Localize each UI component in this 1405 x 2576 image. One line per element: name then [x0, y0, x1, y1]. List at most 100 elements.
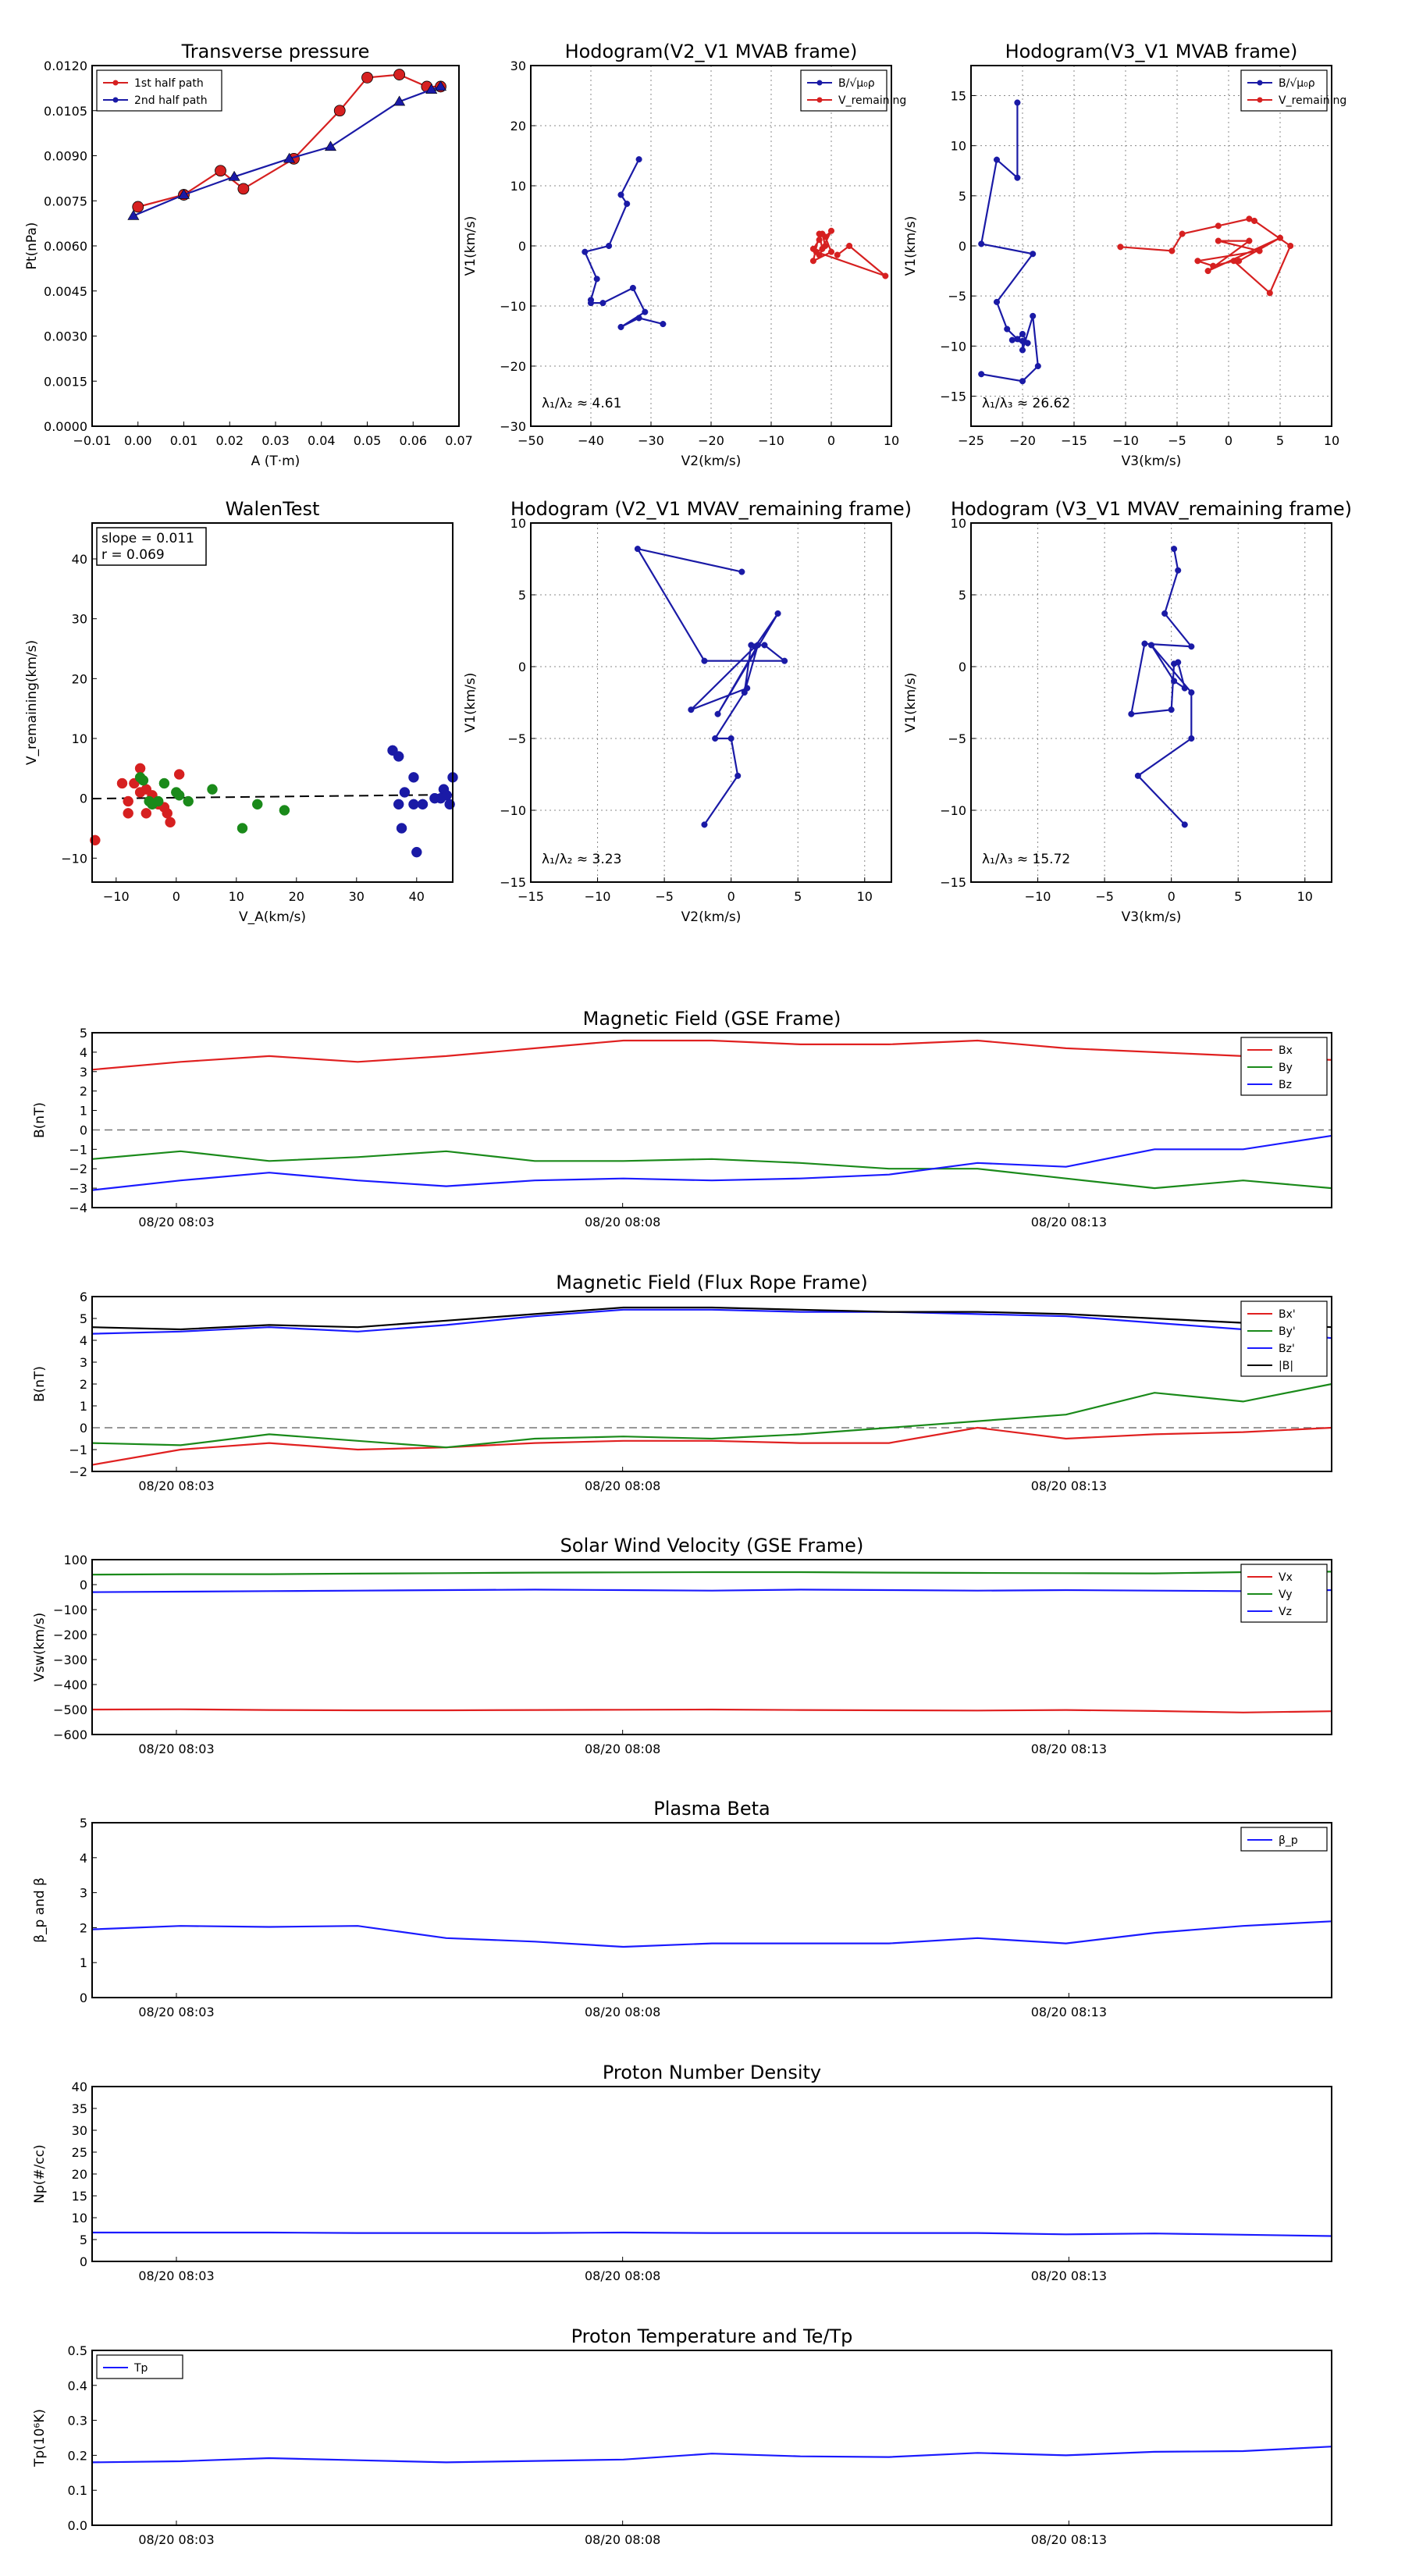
data-point — [408, 799, 419, 810]
x-tick-label: 08/20 08:08 — [585, 2268, 660, 2283]
data-point — [1019, 378, 1026, 385]
chart-title: Hodogram(V3_V1 MVAB frame) — [1005, 41, 1298, 62]
legend-label: 1st half path — [134, 77, 204, 90]
y-tick-label: 30 — [72, 612, 87, 627]
series-line-β_p — [91, 1920, 1332, 1948]
legend-label: B/√μ₀ρ — [838, 77, 875, 90]
x-tick-label: −40 — [578, 433, 604, 448]
plot-frame — [91, 522, 454, 883]
series-line-By' — [91, 1382, 1332, 1449]
data-point — [822, 233, 829, 240]
y-tick-label: −1 — [69, 1142, 87, 1157]
y-tick-label: 20 — [72, 671, 87, 686]
chart-title: Solar Wind Velocity (GSE Frame) — [560, 1535, 864, 1557]
y-tick-label: −10 — [940, 339, 966, 354]
y-tick-label: −10 — [500, 299, 526, 314]
y-tick-label: −500 — [53, 1703, 87, 1717]
x-tick-label: 10 — [1324, 433, 1339, 448]
series-line-1st half path — [137, 73, 441, 208]
data-point — [134, 763, 146, 774]
y-tick-label: 0.2 — [68, 2448, 87, 2463]
legend-label: Vz — [1279, 1606, 1292, 1618]
y-tick-label: −200 — [53, 1628, 87, 1642]
plot-frame — [970, 522, 1332, 883]
data-point — [1188, 689, 1195, 696]
plot-frame — [91, 1032, 1332, 1208]
data-point — [1034, 362, 1041, 370]
y-tick-label: 2 — [80, 1920, 87, 1935]
x-tick-label: 10 — [857, 889, 873, 904]
x-tick-label: 08/20 08:08 — [585, 1215, 660, 1229]
y-tick-label: −100 — [53, 1603, 87, 1617]
x-tick-label: −15 — [518, 889, 544, 904]
y-tick-label: 2 — [80, 1084, 87, 1099]
chart-hodo2: −15 −10 −5 0 5 10 15 −25 −20 −15 −10 −5 0 5 10 Hodogram… — [903, 41, 1346, 469]
data-point — [399, 787, 411, 798]
y-tick-label: 0 — [80, 792, 87, 806]
y-axis-label: B(nT) — [32, 1366, 48, 1402]
data-point — [629, 284, 636, 291]
data-point — [1236, 258, 1243, 265]
legend-box — [96, 69, 222, 112]
y-tick-label: 25 — [72, 2145, 87, 2160]
y-tick-label: −1 — [69, 1443, 87, 1457]
data-point — [1215, 237, 1222, 244]
series-line-Vy — [91, 1571, 1332, 1576]
chart-bgse: −4 −3 −2 −1 0 1 2 3 4 5 08/20 08:03 08/20 08:08 08/2… — [32, 1008, 1332, 1229]
chart-title: Transverse pressure — [181, 41, 370, 62]
x-tick-label: 08/20 08:03 — [138, 1215, 214, 1229]
legend-marker — [112, 80, 119, 86]
legend-marker — [816, 80, 823, 86]
y-tick-label: −10 — [940, 803, 966, 818]
y-tick-label: −30 — [500, 419, 526, 434]
y-axis-label: Pt(nPa) — [24, 222, 40, 270]
y-axis-label: β_p and β — [32, 1877, 48, 1943]
data-point — [1204, 268, 1211, 275]
x-tick-label: −10 — [103, 889, 130, 904]
x-tick-label: −5 — [655, 889, 674, 904]
data-point — [1266, 290, 1273, 297]
series-line-Bx — [91, 1039, 1332, 1071]
legend-label: Bz — [1279, 1079, 1292, 1091]
data-point — [393, 69, 406, 80]
x-tick-label: 0.05 — [354, 433, 382, 448]
legend-label: β_p — [1279, 1834, 1298, 1847]
x-tick-label: 08/20 08:13 — [1031, 2532, 1107, 2547]
x-tick-label: 20 — [289, 889, 304, 904]
data-point — [1175, 567, 1182, 574]
legend-marker — [1257, 97, 1263, 103]
x-axis-label: V2(km/s) — [681, 454, 742, 469]
x-tick-label: 0 — [173, 889, 180, 904]
data-point — [752, 643, 759, 650]
y-tick-label: −10 — [500, 803, 526, 818]
series-line-2nd half path — [133, 85, 441, 217]
x-tick-label: 0 — [727, 889, 735, 904]
data-point — [882, 272, 889, 279]
x-tick-label: 5 — [1276, 433, 1284, 448]
data-point — [617, 191, 624, 198]
data-point — [127, 209, 140, 220]
y-tick-label: −5 — [948, 731, 966, 746]
series-line-Bz — [91, 1134, 1332, 1191]
data-point — [635, 156, 642, 163]
y-tick-label: 0.0120 — [44, 59, 87, 73]
data-point — [744, 685, 751, 692]
data-point — [642, 308, 649, 315]
legend-label: Vx — [1279, 1571, 1293, 1584]
data-point — [137, 774, 149, 786]
x-axis-label: V_A(km/s) — [239, 909, 306, 925]
y-tick-label: −300 — [53, 1653, 87, 1667]
legend-box — [800, 69, 887, 112]
data-point — [1171, 678, 1178, 685]
x-tick-label: 5 — [1234, 889, 1242, 904]
x-tick-label: −10 — [585, 889, 611, 904]
data-point — [1168, 247, 1176, 254]
y-tick-label: 20 — [510, 119, 526, 133]
y-tick-label: 10 — [510, 179, 526, 194]
legend-label: |B| — [1279, 1360, 1293, 1372]
y-tick-label: 5 — [80, 1311, 87, 1326]
x-tick-label: −50 — [518, 433, 544, 448]
data-point — [1215, 222, 1222, 229]
